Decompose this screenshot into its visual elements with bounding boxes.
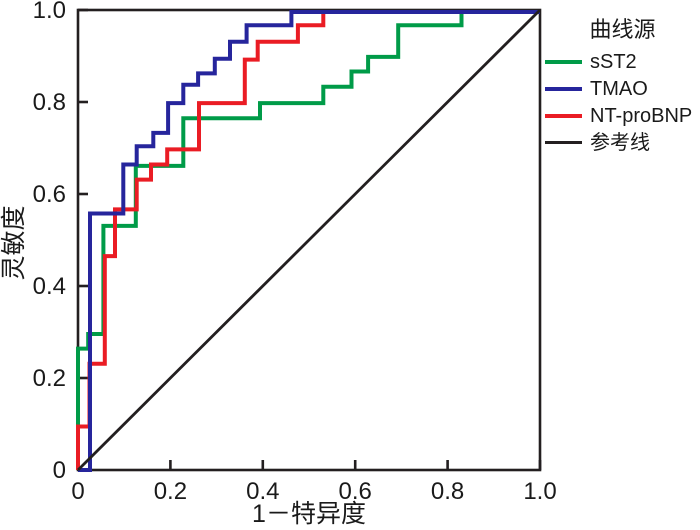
- y-tick-label: 0.2: [33, 365, 66, 392]
- legend-swatch-tmao-icon: [545, 86, 582, 91]
- legend-swatch-sst2-icon: [545, 59, 582, 64]
- x-tick-label: 0: [71, 478, 84, 505]
- legend-item-ntprobnp: NT-proBNP: [545, 104, 700, 127]
- y-tick-label: 0.6: [33, 181, 66, 208]
- y-tick-label: 1.0: [33, 0, 66, 24]
- legend-swatch-ntprobnp-icon: [545, 113, 582, 118]
- legend: 曲线源 sST2 TMAO NT-proBNP 参考线: [545, 12, 700, 154]
- roc-curve-NT-proBNP: [76, 10, 540, 470]
- legend-item-reference: 参考线: [545, 131, 700, 154]
- y-tick-label: 0.4: [33, 273, 66, 300]
- x-axis-label: 1－特异度: [252, 500, 366, 528]
- x-tick-label: 1.0: [523, 478, 556, 505]
- roc-curve-参考线: [77, 9, 541, 471]
- legend-label-ntprobnp: NT-proBNP: [590, 104, 693, 127]
- x-tick-label: 0.4: [246, 478, 279, 505]
- legend-item-sst2: sST2: [545, 50, 700, 73]
- legend-label-tmao: TMAO: [590, 77, 648, 100]
- x-tick-label: 0.6: [339, 478, 372, 505]
- legend-label-sst2: sST2: [590, 50, 637, 73]
- y-tick-label: 0: [53, 457, 66, 484]
- plot-layers: 0 0.2 0.4 0.6 0.8 1.0 0 0.2 0.4 0.6 0.8 1.0: [33, 0, 557, 505]
- roc-curve-TMAO: [78, 10, 540, 472]
- x-tick-label: 0.8: [431, 478, 464, 505]
- legend-label-reference: 参考线: [590, 131, 650, 154]
- legend-swatch-reference-icon: [545, 141, 582, 144]
- legend-item-tmao: TMAO: [545, 77, 700, 100]
- legend-title: 曲线源: [589, 17, 656, 42]
- y-tick-label: 0.8: [33, 89, 66, 116]
- y-axis-label: 灵敏度: [0, 205, 28, 280]
- roc-curve-sST2: [76, 10, 540, 470]
- x-tick-label: 0.2: [154, 478, 187, 505]
